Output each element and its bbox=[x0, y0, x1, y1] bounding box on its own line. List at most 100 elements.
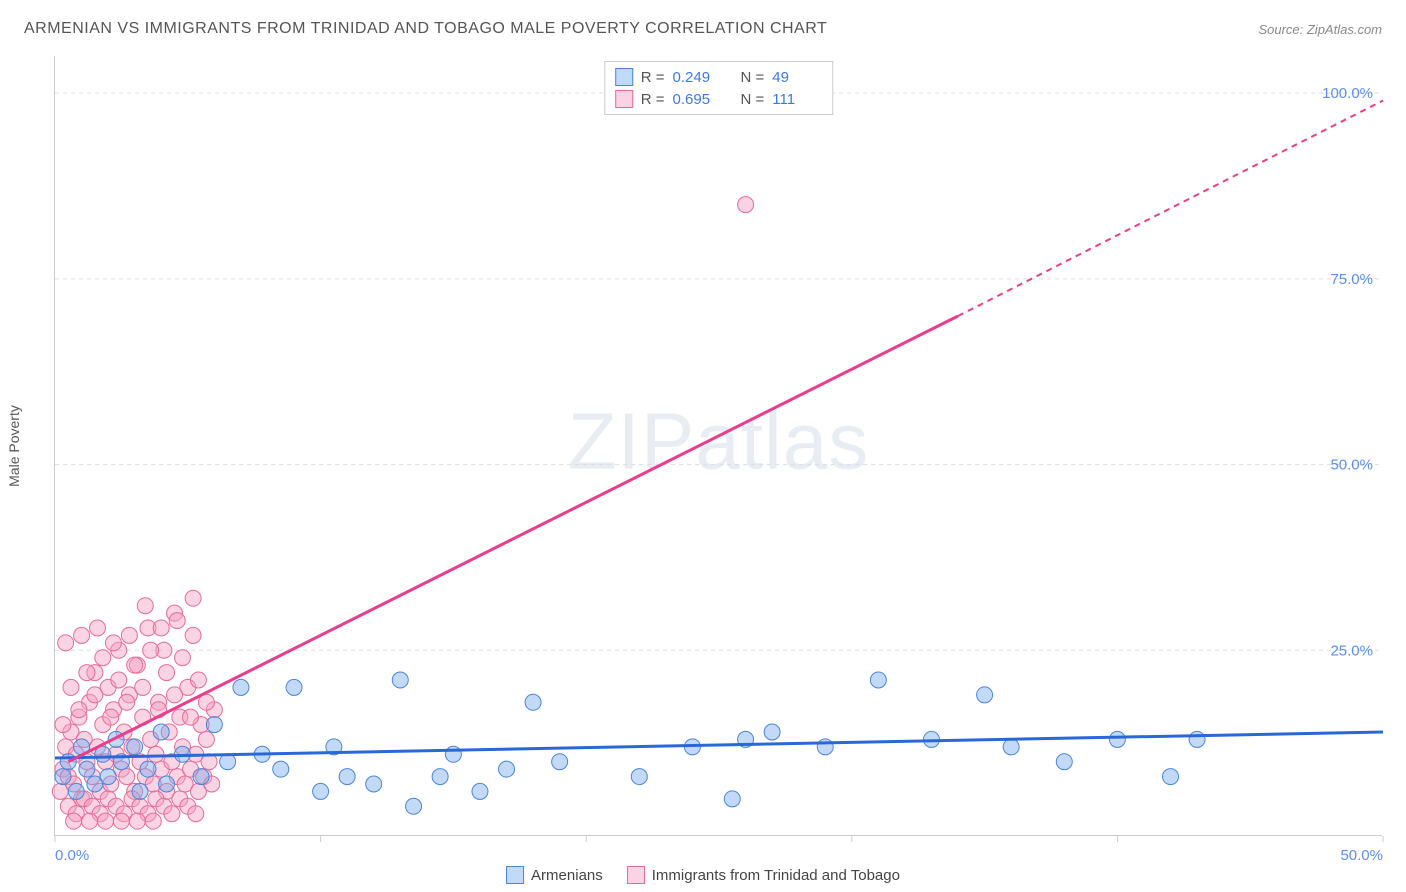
scatter-point-blue bbox=[206, 717, 222, 733]
trend-line-blue bbox=[55, 732, 1383, 758]
scatter-point-pink bbox=[87, 687, 103, 703]
y-tick-label: 75.0% bbox=[1330, 271, 1373, 288]
legend-stats-box: R = 0.249 N = 49 R = 0.695 N = 111 bbox=[604, 61, 834, 115]
scatter-point-blue bbox=[406, 798, 422, 814]
scatter-point-blue bbox=[339, 769, 355, 785]
plot-area: ZIPatlas R =0.249N =49R =0.695N =111 25.… bbox=[54, 56, 1382, 836]
scatter-point-blue bbox=[1189, 731, 1205, 747]
scatter-point-pink bbox=[97, 813, 113, 829]
scatter-point-pink bbox=[185, 590, 201, 606]
y-axis-label: Male Poverty bbox=[6, 405, 22, 487]
scatter-point-blue bbox=[233, 679, 249, 695]
chart-svg: 25.0%50.0%75.0%100.0%0.0%50.0% bbox=[55, 56, 1382, 835]
scatter-point-pink bbox=[111, 672, 127, 688]
scatter-point-blue bbox=[366, 776, 382, 792]
source-label: Source: ZipAtlas.com bbox=[1258, 22, 1382, 37]
scatter-point-pink bbox=[190, 672, 206, 688]
scatter-point-blue bbox=[817, 739, 833, 755]
scatter-point-blue bbox=[132, 783, 148, 799]
scatter-point-blue bbox=[724, 791, 740, 807]
legend-swatch bbox=[615, 90, 633, 108]
scatter-point-blue bbox=[499, 761, 515, 777]
scatter-point-pink bbox=[95, 650, 111, 666]
scatter-point-pink bbox=[119, 769, 135, 785]
scatter-point-pink bbox=[71, 702, 87, 718]
n-value: 111 bbox=[772, 91, 822, 108]
scatter-point-blue bbox=[55, 769, 71, 785]
scatter-point-blue bbox=[153, 724, 169, 740]
r-label: R = bbox=[641, 69, 665, 86]
scatter-point-blue bbox=[273, 761, 289, 777]
r-value: 0.249 bbox=[673, 69, 723, 86]
scatter-point-pink bbox=[79, 665, 95, 681]
scatter-point-blue bbox=[100, 769, 116, 785]
scatter-point-pink bbox=[169, 613, 185, 629]
scatter-point-pink bbox=[188, 806, 204, 822]
scatter-point-blue bbox=[1003, 739, 1019, 755]
legend-swatch bbox=[506, 866, 524, 884]
chart-title: ARMENIAN VS IMMIGRANTS FROM TRINIDAD AND… bbox=[24, 20, 827, 38]
scatter-point-blue bbox=[552, 754, 568, 770]
scatter-point-blue bbox=[870, 672, 886, 688]
scatter-point-blue bbox=[1109, 731, 1125, 747]
scatter-point-pink bbox=[55, 717, 71, 733]
scatter-point-pink bbox=[74, 627, 90, 643]
scatter-point-pink bbox=[63, 679, 79, 695]
scatter-point-blue bbox=[631, 769, 647, 785]
legend-label: Armenians bbox=[531, 867, 603, 884]
y-tick-label: 25.0% bbox=[1330, 642, 1373, 659]
scatter-point-blue bbox=[1163, 769, 1179, 785]
scatter-point-blue bbox=[392, 672, 408, 688]
scatter-point-pink bbox=[66, 813, 82, 829]
scatter-point-blue bbox=[79, 761, 95, 777]
r-label: R = bbox=[641, 91, 665, 108]
scatter-point-blue bbox=[432, 769, 448, 785]
scatter-point-pink bbox=[198, 731, 214, 747]
scatter-point-blue bbox=[313, 783, 329, 799]
legend-stats-row: R = 0.249 N = 49 bbox=[615, 66, 823, 88]
scatter-point-pink bbox=[58, 635, 74, 651]
scatter-point-pink bbox=[89, 620, 105, 636]
r-value: 0.695 bbox=[673, 91, 723, 108]
scatter-point-pink bbox=[164, 806, 180, 822]
n-label: N = bbox=[741, 69, 765, 86]
scatter-point-blue bbox=[68, 783, 84, 799]
scatter-point-pink bbox=[105, 635, 121, 651]
legend-swatch bbox=[627, 866, 645, 884]
bottom-legend-item: Immigrants from Trinidad and Tobago bbox=[627, 866, 900, 884]
y-tick-label: 50.0% bbox=[1330, 457, 1373, 474]
x-tick-label: 50.0% bbox=[1340, 847, 1383, 864]
n-value: 49 bbox=[772, 69, 822, 86]
scatter-point-pink bbox=[113, 813, 129, 829]
scatter-point-blue bbox=[525, 694, 541, 710]
scatter-point-blue bbox=[977, 687, 993, 703]
scatter-point-pink bbox=[82, 813, 98, 829]
scatter-point-pink bbox=[119, 694, 135, 710]
scatter-point-pink bbox=[182, 709, 198, 725]
scatter-point-pink bbox=[159, 665, 175, 681]
scatter-point-blue bbox=[1056, 754, 1072, 770]
y-tick-label: 100.0% bbox=[1322, 85, 1373, 102]
scatter-point-blue bbox=[764, 724, 780, 740]
scatter-point-blue bbox=[60, 754, 76, 770]
scatter-point-pink bbox=[127, 657, 143, 673]
n-label: N = bbox=[741, 91, 765, 108]
legend-label: Immigrants from Trinidad and Tobago bbox=[652, 867, 900, 884]
scatter-point-pink bbox=[148, 746, 164, 762]
scatter-point-pink bbox=[185, 627, 201, 643]
trend-line-pink bbox=[68, 316, 958, 762]
scatter-point-pink bbox=[145, 813, 161, 829]
legend-stats-row: R = 0.695 N = 111 bbox=[615, 88, 823, 110]
scatter-point-pink bbox=[135, 679, 151, 695]
scatter-point-blue bbox=[472, 783, 488, 799]
scatter-point-pink bbox=[153, 620, 169, 636]
scatter-point-blue bbox=[193, 769, 209, 785]
scatter-point-blue bbox=[140, 761, 156, 777]
scatter-point-pink bbox=[103, 709, 119, 725]
scatter-point-blue bbox=[159, 776, 175, 792]
scatter-point-pink bbox=[167, 687, 183, 703]
trend-line-pink-dashed bbox=[958, 101, 1383, 316]
bottom-legend: Armenians Immigrants from Trinidad and To… bbox=[506, 866, 900, 884]
scatter-point-pink bbox=[143, 642, 159, 658]
bottom-legend-item: Armenians bbox=[506, 866, 603, 884]
